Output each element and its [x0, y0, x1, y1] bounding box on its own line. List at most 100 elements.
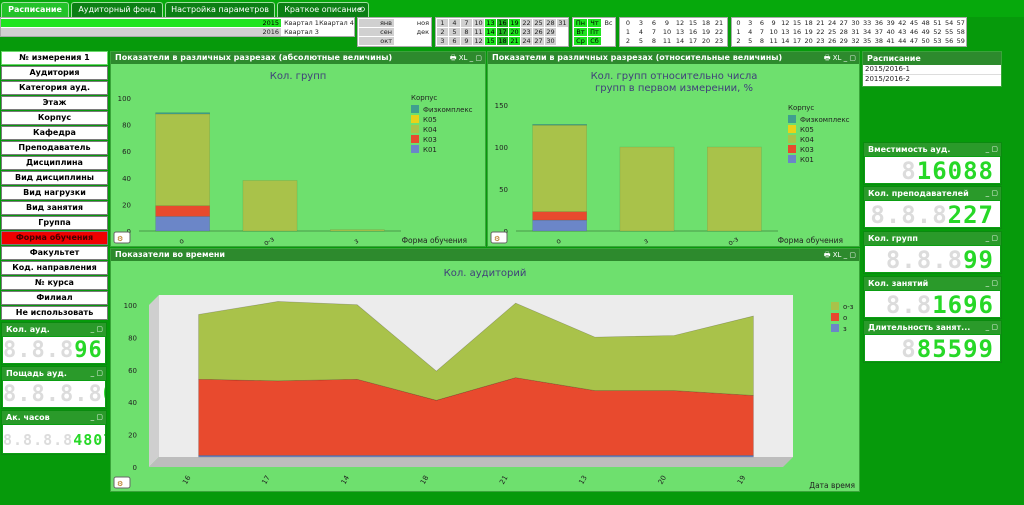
month-cell[interactable]: янв	[359, 19, 394, 27]
week-cell[interactable]: 7	[759, 28, 764, 36]
week-cell[interactable]: 31	[851, 28, 860, 36]
dimension-button-11[interactable]: Вид занятия	[1, 201, 108, 215]
week-cell[interactable]: 38	[874, 37, 884, 45]
bar-segment[interactable]	[330, 229, 385, 232]
day-cell[interactable]: 8	[461, 28, 472, 36]
week-cell[interactable]: 51	[933, 19, 942, 27]
dimension-button-15[interactable]: Код. направления	[1, 261, 108, 275]
bar-segment[interactable]	[532, 124, 587, 212]
day-cell[interactable]: 11	[473, 28, 484, 36]
tab-schedule[interactable]: Расписание	[1, 2, 69, 17]
week-cell[interactable]: 41	[886, 37, 895, 45]
month-cell[interactable]: сен	[359, 28, 394, 36]
tab-close-icon[interactable]: ⟲	[358, 5, 365, 14]
week-cell[interactable]: 10	[769, 28, 778, 36]
week-cell[interactable]: 47	[909, 37, 919, 45]
week-cell[interactable]: 58	[956, 28, 965, 36]
panel-window-icons[interactable]: 🖶 XL _ ▢	[823, 54, 856, 62]
week-cell[interactable]: 40	[886, 28, 895, 36]
week-cell[interactable]: 35	[863, 37, 872, 45]
week-cell[interactable]: 21	[714, 19, 724, 27]
kpi-window-icons[interactable]: _ ▢	[985, 323, 998, 331]
kpi-window-icons[interactable]: _ ▢	[985, 279, 998, 287]
week-cell[interactable]: 18	[701, 19, 711, 27]
day-cell[interactable]: 3	[437, 37, 448, 45]
day-cell[interactable]: 30	[545, 37, 556, 45]
week-cell[interactable]: 26	[827, 37, 837, 45]
dimension-button-18[interactable]: Не использовать	[1, 306, 108, 320]
week-cell[interactable]: 6	[759, 19, 764, 27]
day-cell[interactable]: 21	[509, 37, 520, 45]
week-cell[interactable]: 55	[944, 28, 954, 36]
week-cell[interactable]: 20	[804, 37, 813, 45]
chart-menu-icon[interactable]	[113, 476, 131, 489]
week-cell[interactable]: 14	[675, 37, 685, 45]
week-cell[interactable]: 23	[816, 37, 825, 45]
dimension-button-1[interactable]: № измерения 1	[1, 51, 108, 65]
week-cell[interactable]: 44	[898, 37, 907, 45]
dimension-button-3[interactable]: Категория ауд.	[1, 81, 108, 95]
week-cell[interactable]: 4	[638, 28, 644, 36]
week-cell[interactable]: 14	[781, 37, 790, 45]
week-cell[interactable]: 9	[771, 19, 776, 27]
day-cell[interactable]: 18	[497, 37, 508, 45]
bar-segment[interactable]	[155, 205, 210, 217]
week-cell[interactable]: 6	[651, 19, 657, 27]
week-cell[interactable]: 37	[874, 28, 884, 36]
tab-description[interactable]: Краткое описание ⟲	[277, 2, 369, 17]
week-cell[interactable]: 22	[816, 28, 825, 36]
week-cell[interactable]: 8	[651, 37, 657, 45]
week-cell[interactable]: 5	[638, 37, 644, 45]
weekday-cell[interactable]: Чт	[588, 19, 601, 27]
week-cell[interactable]: 15	[792, 19, 802, 27]
weekday-cell[interactable]: Вс	[604, 19, 613, 27]
week-cell[interactable]: 11	[662, 37, 672, 45]
week-cell[interactable]: 19	[804, 28, 813, 36]
week-cell[interactable]: 13	[675, 28, 685, 36]
weekday-cell[interactable]: Сб	[588, 37, 601, 45]
kpi-window-icons[interactable]: _ ▢	[985, 145, 998, 153]
schedule-item[interactable]: 2015/2016-2	[865, 75, 910, 83]
week-cell[interactable]: 12	[781, 19, 790, 27]
week-cell[interactable]: 19	[701, 28, 711, 36]
week-cell[interactable]: 49	[921, 28, 930, 36]
week-cell[interactable]: 27	[839, 19, 848, 27]
dimension-button-13[interactable]: Форма обучения	[1, 231, 108, 245]
week-cell[interactable]: 0	[625, 19, 631, 27]
week-cell[interactable]: 18	[804, 19, 813, 27]
dimension-button-5[interactable]: Корпус	[1, 111, 108, 125]
panel-window-icons[interactable]: 🖶 XL _ ▢	[449, 54, 482, 62]
week-cell[interactable]: 9	[664, 19, 670, 27]
dimension-button-9[interactable]: Вид дисциплины	[1, 171, 108, 185]
bar-segment[interactable]	[619, 146, 675, 232]
day-cell[interactable]: 14	[485, 28, 496, 36]
day-cell[interactable]: 23	[521, 28, 532, 36]
day-cell[interactable]: 16	[497, 19, 508, 27]
bar-segment[interactable]	[155, 112, 210, 115]
year-cell-2015[interactable]: 2015	[1, 19, 281, 27]
week-cell[interactable]: 13	[781, 28, 790, 36]
week-cell[interactable]: 16	[792, 28, 802, 36]
year-cell-2016[interactable]: 2016	[1, 28, 281, 36]
week-cell[interactable]: 53	[933, 37, 942, 45]
dimension-button-17[interactable]: Филиал	[1, 291, 108, 305]
dimension-button-14[interactable]: Факультет	[1, 246, 108, 260]
week-cell[interactable]: 50	[921, 37, 930, 45]
kpi-window-icons[interactable]: _ ▢	[90, 413, 103, 421]
day-cell[interactable]: 19	[509, 19, 520, 27]
area-series[interactable]	[198, 301, 754, 401]
day-cell[interactable]: 31	[557, 19, 568, 27]
weekday-cell[interactable]: Пн	[574, 19, 587, 27]
bar-segment[interactable]	[532, 124, 587, 126]
quarter-cell-4[interactable]: Квартал 4	[319, 19, 354, 27]
week-cell[interactable]: 4	[748, 28, 753, 36]
kpi-window-icons[interactable]: _ ▢	[985, 189, 998, 197]
week-cell[interactable]: 34	[863, 28, 872, 36]
chart-menu-icon[interactable]	[113, 231, 131, 244]
dimension-button-2[interactable]: Аудитория	[1, 66, 108, 80]
day-cell[interactable]: 5	[449, 28, 460, 36]
week-cell[interactable]: 10	[662, 28, 672, 36]
dimension-button-4[interactable]: Этаж	[1, 96, 108, 110]
week-cell[interactable]: 8	[759, 37, 764, 45]
weekday-cell[interactable]: Пт	[588, 28, 601, 36]
